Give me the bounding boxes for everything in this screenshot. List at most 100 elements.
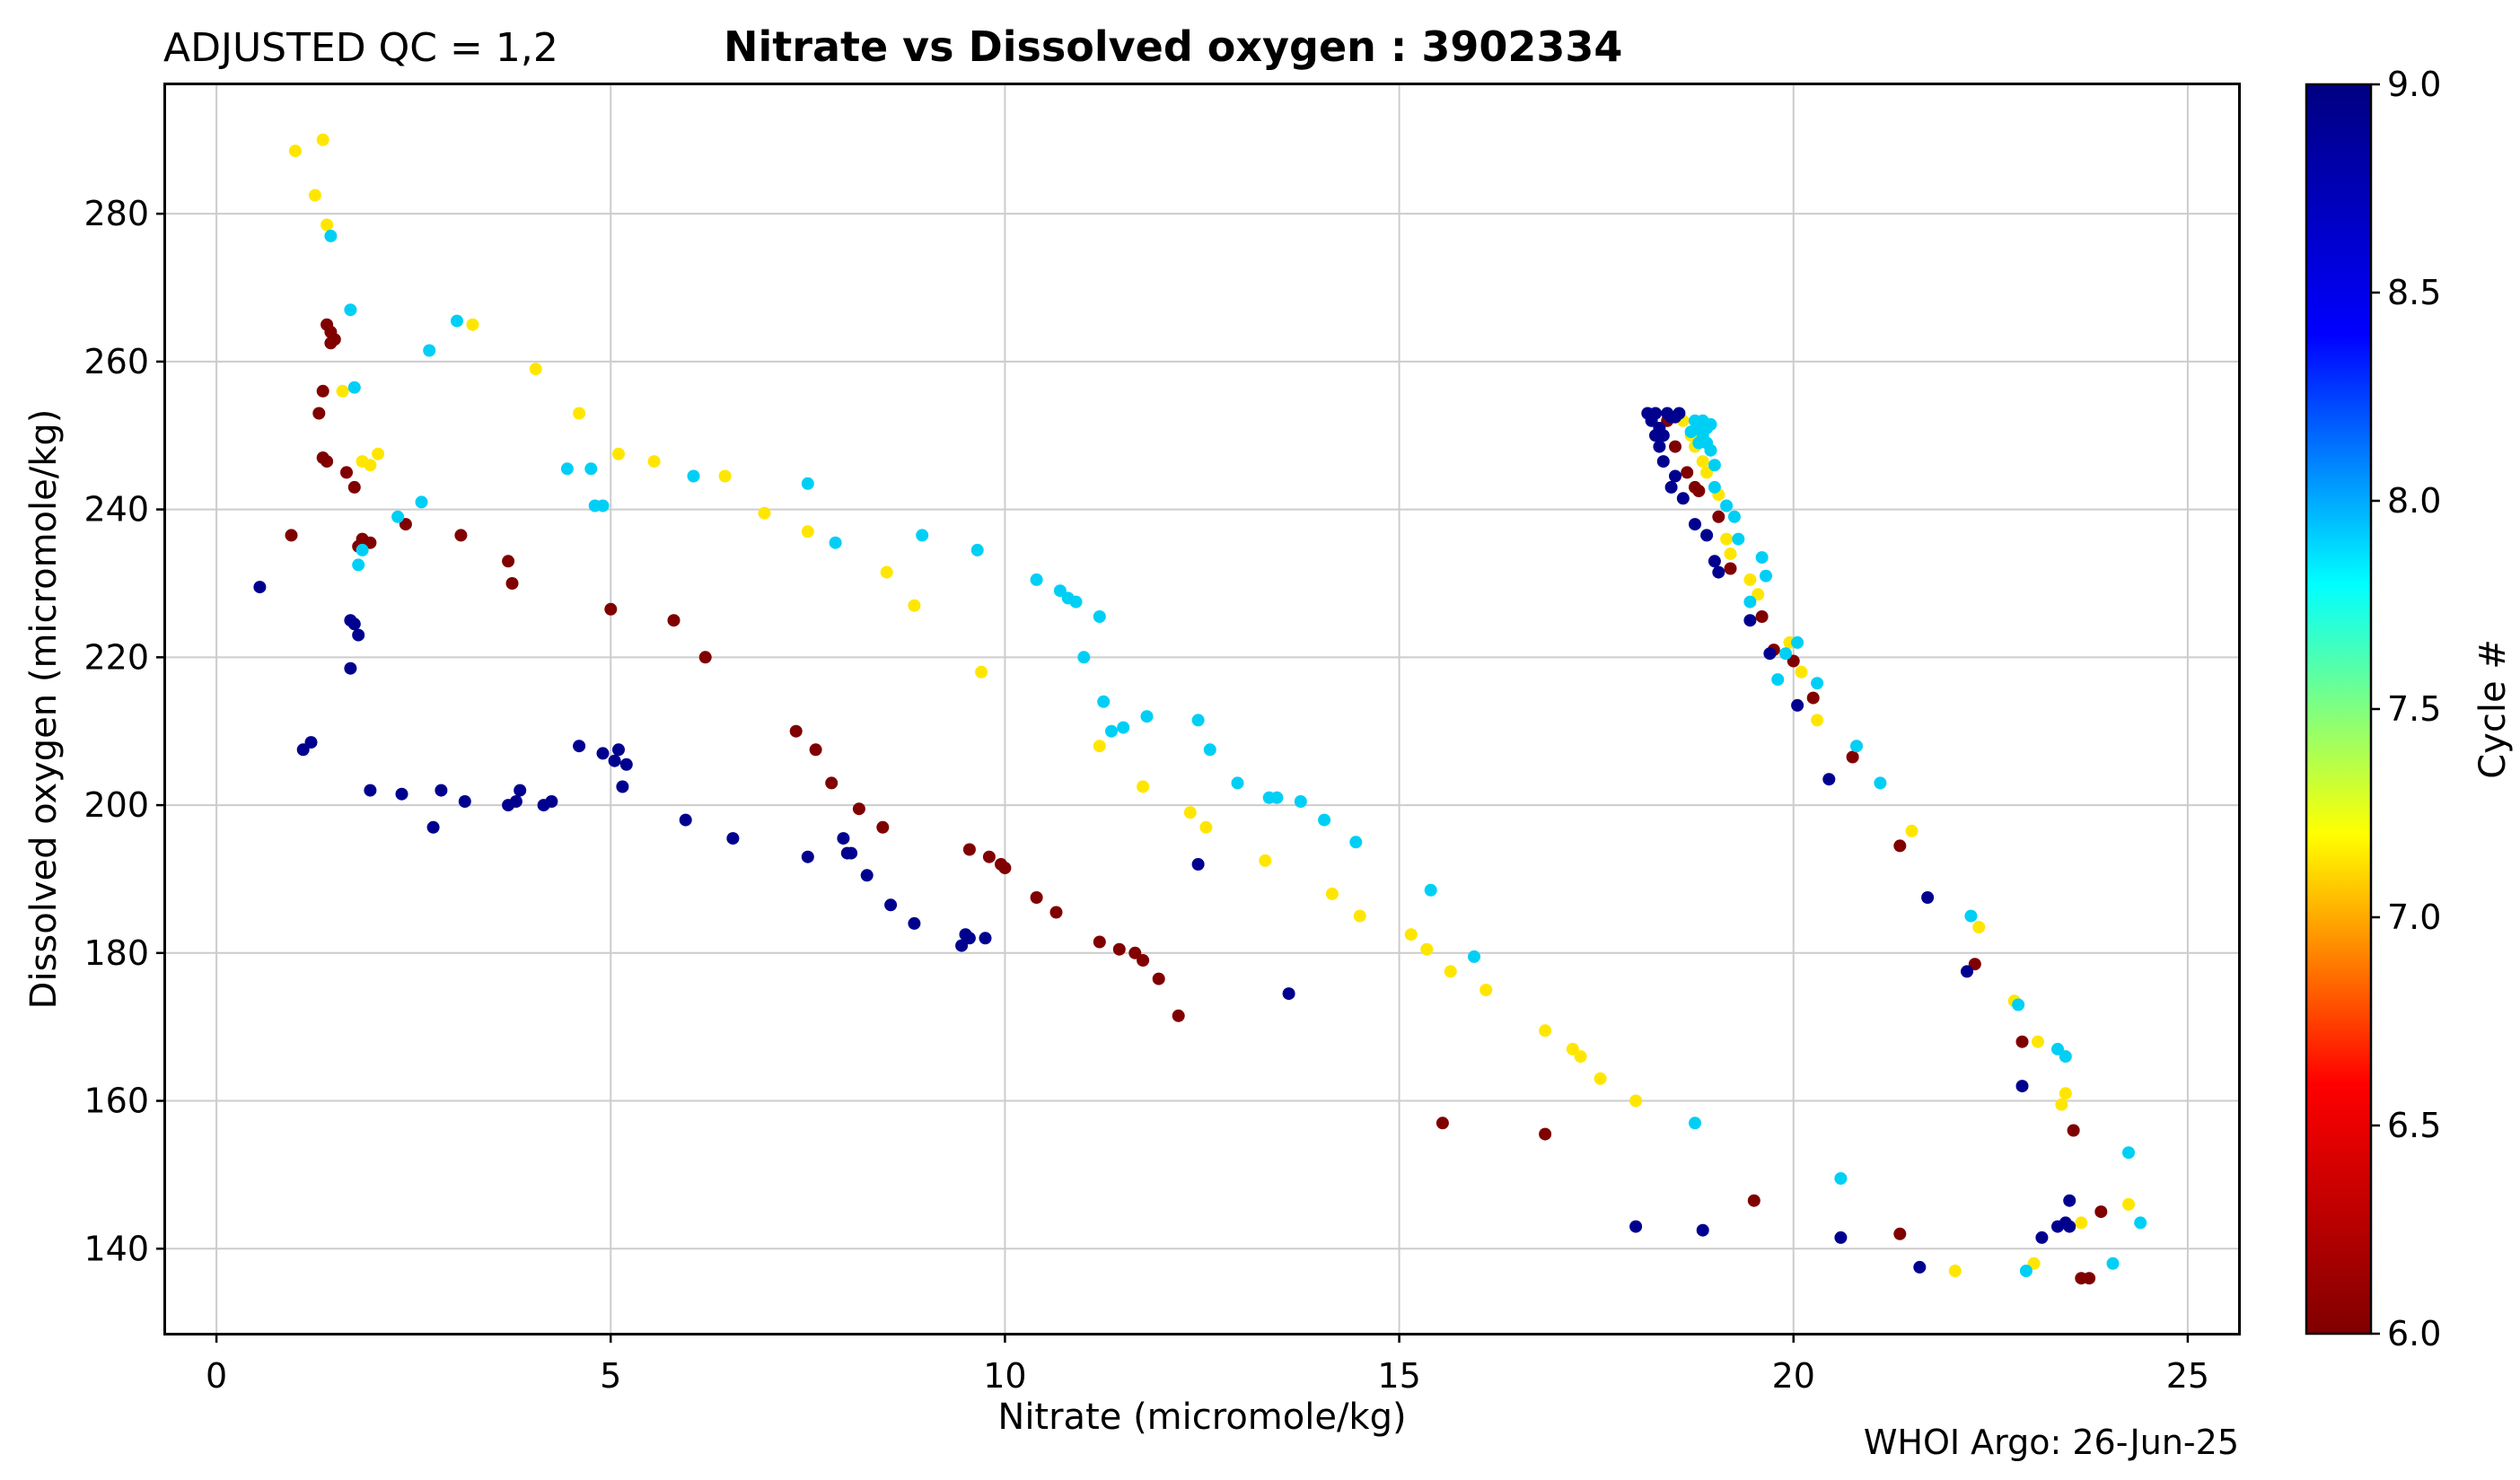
data-point: [347, 480, 361, 494]
data-point: [509, 795, 522, 808]
data-point: [1270, 791, 1284, 804]
data-point: [667, 614, 680, 627]
colorbar-tick-label: 9.0: [2387, 65, 2441, 104]
data-point: [1191, 714, 1205, 727]
data-point: [1539, 1024, 1552, 1038]
data-point: [1972, 921, 1986, 933]
data-point: [2063, 1194, 2077, 1207]
data-point: [2035, 1230, 2049, 1244]
data-point: [1203, 743, 1216, 757]
data-point: [1692, 436, 1706, 450]
data-point: [1791, 698, 1804, 712]
data-point: [2019, 1265, 2033, 1277]
data-point: [1097, 695, 1111, 708]
data-point: [2075, 1216, 2088, 1230]
data-point: [1795, 665, 1808, 679]
data-point: [344, 661, 357, 675]
data-point: [1128, 946, 1142, 959]
data-point: [395, 787, 408, 801]
data-point: [1594, 1072, 1607, 1085]
data-point: [1669, 440, 1681, 453]
colorbar-tick-label: 6.5: [2387, 1106, 2441, 1145]
data-point: [288, 144, 302, 158]
data-point: [1420, 942, 1434, 956]
data-point: [1689, 480, 1701, 494]
colorbar-tick-label: 6.0: [2387, 1314, 2441, 1353]
data-point: [1712, 565, 1725, 579]
data-point: [1760, 569, 1772, 582]
data-point: [2055, 1098, 2068, 1111]
data-point: [1053, 584, 1067, 598]
data-point: [1732, 532, 1745, 546]
data-point: [1282, 987, 1295, 1001]
data-point: [979, 932, 992, 945]
data-point: [1444, 965, 1457, 978]
credit-text: WHOI Argo: 26-Jun-25: [1864, 1423, 2239, 1462]
data-point: [344, 303, 357, 317]
data-point: [1117, 721, 1130, 734]
data-point: [908, 599, 921, 612]
data-point: [1708, 459, 1721, 472]
data-point: [560, 462, 574, 476]
data-point: [1183, 806, 1197, 819]
colorbar-ticks: 6.0 6.5 7.0 7.5 8.0 8.5 9.0: [2371, 65, 2441, 1353]
data-point: [1093, 935, 1106, 949]
colorbar-label: Cycle #: [2472, 639, 2514, 779]
colorbar-tick-label: 7.0: [2387, 898, 2441, 937]
qc-label: ADJUSTED QC = 1,2: [163, 25, 558, 71]
data-point: [1656, 429, 1670, 442]
data-point: [801, 477, 814, 490]
data-point: [2015, 1035, 2029, 1048]
data-point: [962, 843, 976, 856]
data-point: [860, 869, 874, 882]
data-point: [1325, 887, 1339, 900]
data-point: [2051, 1220, 2064, 1233]
data-point: [1708, 555, 1721, 568]
data-point: [316, 133, 329, 146]
data-point: [1752, 588, 1765, 601]
data-point: [320, 455, 334, 469]
grid-lines: [165, 84, 2239, 1334]
data-point: [1850, 740, 1863, 753]
data-point: [2063, 1220, 2077, 1233]
data-point: [1747, 1194, 1760, 1207]
data-point: [809, 743, 822, 757]
data-point: [1656, 455, 1670, 469]
scatter-points: [253, 133, 2147, 1285]
data-point: [1436, 1117, 1449, 1130]
axis-ticks: 0 5 10 15 20 25 140 160 180 200 220 240 260 280: [83, 194, 2209, 1396]
data-point: [1743, 614, 1757, 627]
data-point: [1811, 714, 1824, 727]
data-point: [647, 455, 661, 469]
data-point: [825, 776, 839, 790]
colorbar-tick-label: 8.0: [2387, 481, 2441, 521]
data-point: [616, 780, 629, 793]
data-point: [718, 469, 732, 483]
data-point: [612, 447, 625, 460]
data-point: [364, 784, 377, 797]
data-point: [1318, 813, 1331, 827]
data-point: [1708, 480, 1721, 494]
data-point: [372, 447, 385, 460]
data-point: [1664, 480, 1678, 494]
data-point: [1771, 673, 1785, 687]
data-point: [1404, 928, 1418, 941]
data-point: [1684, 425, 1698, 439]
series-cycle-8: [324, 229, 2147, 1277]
data-point: [1905, 824, 1919, 837]
data-point: [1424, 883, 1437, 897]
data-point: [1712, 510, 1725, 523]
y-tick-label: 280: [83, 194, 149, 233]
data-point: [829, 536, 842, 549]
data-point: [1806, 691, 1820, 705]
data-point: [596, 747, 610, 760]
data-point: [1105, 724, 1118, 738]
data-point: [324, 229, 338, 242]
data-point: [1724, 562, 1737, 575]
data-point: [1696, 455, 1709, 469]
y-axis-label: Dissolved oxygen (micromole/kg): [23, 409, 65, 1010]
x-tick-label: 5: [600, 1356, 621, 1396]
x-tick-label: 0: [206, 1356, 227, 1396]
data-point: [320, 218, 334, 232]
data-point: [619, 758, 633, 771]
